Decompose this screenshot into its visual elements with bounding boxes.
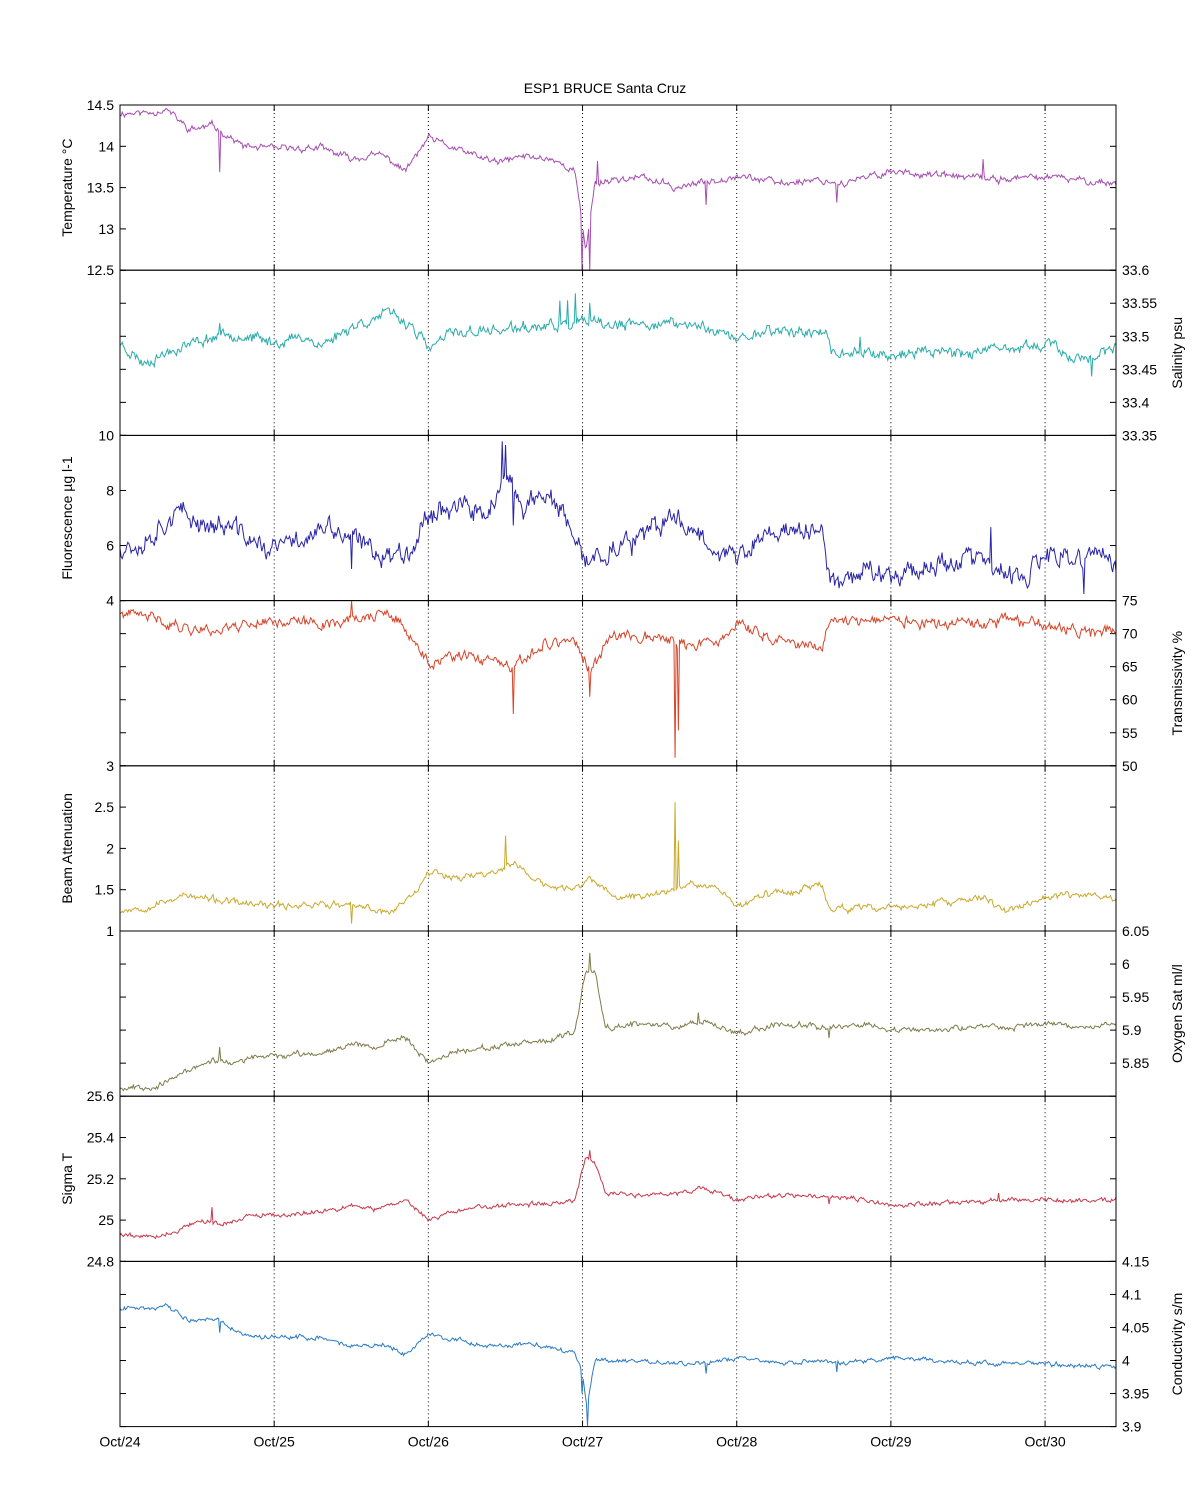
- y-tick-label: 33.55: [1122, 295, 1157, 311]
- y-axis-label: Transmissivity %: [1169, 631, 1185, 736]
- y-tick-label: 4.05: [1122, 1319, 1149, 1335]
- series-line-6: [119, 1150, 1117, 1240]
- y-tick-label: 10: [98, 427, 114, 443]
- y-tick-label: 6: [106, 538, 114, 554]
- y-axis-label: Temperature °C: [59, 138, 75, 236]
- y-axis-label: Beam Attenuation: [59, 793, 75, 904]
- x-tick-label: Oct/24: [99, 1434, 140, 1450]
- panel-frame: [119, 434, 1117, 602]
- y-tick-label: 24.8: [87, 1253, 114, 1269]
- y-tick-label: 25.4: [87, 1130, 114, 1146]
- chart-title: ESP1 BRUCE Santa Cruz: [524, 80, 687, 96]
- y-tick-label: 2.5: [95, 799, 115, 815]
- series-line-2: [119, 441, 1117, 594]
- y-tick-label: 6: [1122, 956, 1130, 972]
- y-tick-label: 4: [106, 593, 114, 609]
- y-tick-label: 13: [98, 221, 114, 237]
- y-tick-label: 3.95: [1122, 1386, 1149, 1402]
- y-tick-label: 8: [106, 482, 114, 498]
- y-axis-label: Salinity psu: [1169, 317, 1185, 389]
- y-axis-label: Conductivity s/m: [1169, 1293, 1185, 1396]
- y-tick-label: 4: [1122, 1353, 1130, 1369]
- y-tick-label: 3.9: [1122, 1419, 1142, 1435]
- y-tick-label: 33.5: [1122, 328, 1149, 344]
- series-line-5: [119, 952, 1117, 1092]
- y-tick-label: 55: [1122, 725, 1138, 741]
- panel-frame: [119, 1095, 1117, 1262]
- y-axis-label: Sigma T: [59, 1152, 75, 1204]
- panel-frame: [119, 600, 1117, 767]
- x-tick-label: Oct/28: [716, 1434, 757, 1450]
- x-tick-label: Oct/26: [408, 1434, 449, 1450]
- y-tick-label: 12.5: [87, 262, 114, 278]
- y-tick-label: 25.6: [87, 1088, 114, 1104]
- panel-frame: [119, 104, 1117, 271]
- y-tick-label: 25.2: [87, 1171, 114, 1187]
- y-tick-label: 14.5: [87, 97, 114, 113]
- y-tick-label: 3: [106, 758, 114, 774]
- x-tick-label: Oct/25: [254, 1434, 295, 1450]
- y-tick-label: 70: [1122, 626, 1138, 642]
- y-tick-label: 13.5: [87, 180, 114, 196]
- y-tick-label: 6.05: [1122, 923, 1149, 939]
- y-tick-label: 33.45: [1122, 361, 1157, 377]
- y-tick-label: 4.15: [1122, 1253, 1149, 1269]
- y-tick-label: 33.35: [1122, 427, 1157, 443]
- y-tick-label: 1.5: [95, 882, 115, 898]
- y-tick-label: 65: [1122, 659, 1138, 675]
- series-line-4: [119, 802, 1117, 924]
- y-axis-label: Oxygen Sat ml/l: [1169, 964, 1185, 1063]
- y-axis-label: Fluorescence µg l-1: [59, 456, 75, 579]
- panel-frame: [119, 765, 1117, 932]
- y-tick-label: 50: [1122, 758, 1138, 774]
- y-tick-label: 5.95: [1122, 989, 1149, 1005]
- series-line-0: [119, 108, 1117, 271]
- x-tick-label: Oct/30: [1024, 1434, 1065, 1450]
- y-tick-label: 33.4: [1122, 394, 1149, 410]
- x-tick-label: Oct/29: [870, 1434, 911, 1450]
- panel-frame: [119, 1260, 1117, 1428]
- y-tick-label: 5.9: [1122, 1022, 1142, 1038]
- series-line-1: [119, 293, 1117, 377]
- series-line-7: [119, 1302, 1117, 1427]
- panel-frame: [119, 930, 1117, 1097]
- y-tick-label: 2: [106, 840, 114, 856]
- y-tick-label: 75: [1122, 593, 1138, 609]
- y-tick-label: 14: [98, 138, 114, 154]
- series-line-3: [119, 600, 1117, 758]
- x-tick-label: Oct/27: [562, 1434, 603, 1450]
- y-tick-label: 33.6: [1122, 262, 1149, 278]
- y-tick-label: 1: [106, 923, 114, 939]
- y-tick-label: 25: [98, 1212, 114, 1228]
- y-tick-label: 60: [1122, 692, 1138, 708]
- y-tick-label: 4.1: [1122, 1286, 1142, 1302]
- y-tick-label: 5.85: [1122, 1055, 1149, 1071]
